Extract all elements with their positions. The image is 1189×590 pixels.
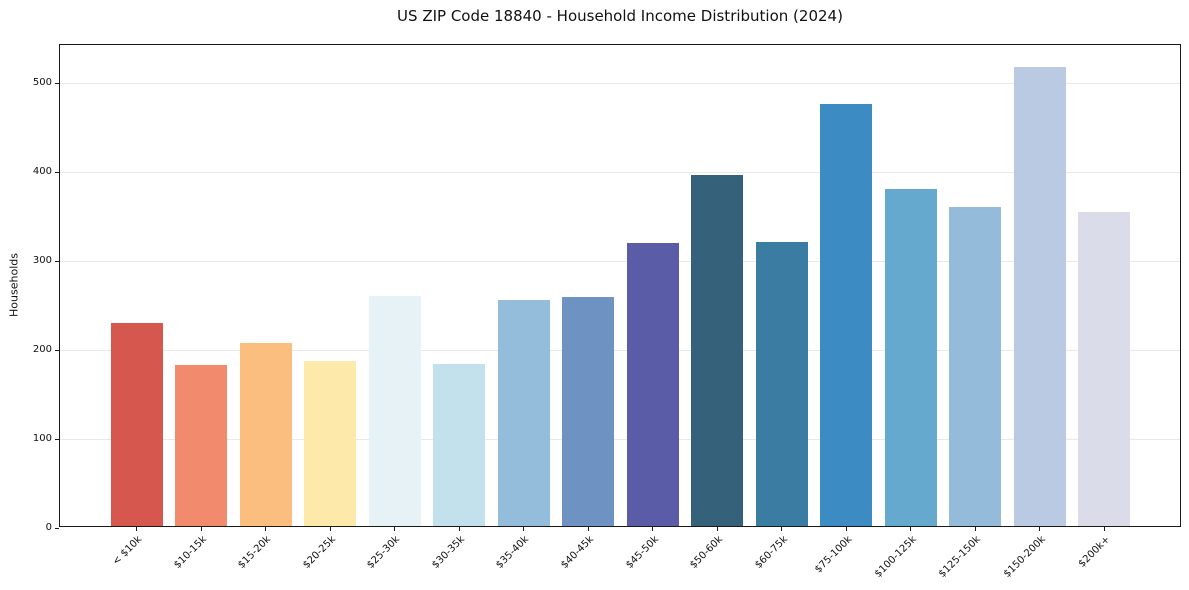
x-tick-label-12: $75-100k [812, 534, 855, 576]
y-tick-mark-500 [55, 82, 59, 84]
x-tick-label-13: $100-125k [872, 534, 919, 580]
y-tick-label-300: 300 [32, 255, 52, 267]
x-tick-label-10: $50-60k [688, 534, 726, 571]
x-tick-mark-10 [716, 527, 718, 531]
x-tick-mark-16 [1103, 527, 1105, 531]
x-tick-label-4: $20-25k [300, 534, 338, 571]
gridline-y-100 [60, 438, 1180, 440]
bar-5 [368, 296, 421, 526]
x-tick-label-7: $35-40k [494, 534, 532, 571]
x-tick-label-5: $25-30k [365, 534, 403, 571]
x-tick-mark-11 [781, 527, 783, 531]
bar-12 [820, 104, 873, 526]
x-tick-label-3: $15-20k [236, 534, 274, 571]
x-tick-label-1: < $10k [110, 534, 145, 568]
x-tick-mark-4 [329, 527, 331, 531]
x-tick-mark-15 [1039, 527, 1041, 531]
y-tick-mark-100 [55, 438, 59, 440]
bar-7 [497, 300, 550, 526]
x-tick-mark-6 [458, 527, 460, 531]
y-tick-label-200: 200 [32, 344, 52, 356]
chart-title: US ZIP Code 18840 - Household Income Dis… [397, 7, 843, 25]
x-tick-mark-3 [265, 527, 267, 531]
bar-10 [691, 175, 744, 526]
bar-2 [175, 365, 228, 526]
plot-area: 0 100 200 300 400 500 < $10k $10-15k $15-20k $20-… [33, 44, 1181, 580]
bar-13 [884, 189, 937, 526]
bar-15 [1013, 67, 1066, 526]
x-tick-mark-12 [845, 527, 847, 531]
y-tick-label-400: 400 [32, 166, 52, 178]
bar-4 [304, 361, 357, 526]
bar-3 [239, 343, 292, 526]
y-tick-mark-200 [55, 349, 59, 351]
x-tick-mark-14 [974, 527, 976, 531]
gridline-y-400 [60, 171, 1180, 173]
x-tick-label-11: $60-75k [752, 534, 790, 571]
bar-8 [562, 297, 615, 526]
bar-16 [1078, 212, 1131, 526]
x-tick-label-16: $200k+ [1076, 534, 1113, 570]
x-tick-label-2: $10-15k [171, 534, 209, 571]
y-tick-label-100: 100 [32, 433, 52, 445]
bar-1 [110, 323, 163, 526]
y-tick-mark-0 [55, 527, 59, 529]
x-tick-mark-8 [587, 527, 589, 531]
bar-6 [433, 364, 486, 526]
y-tick-mark-300 [55, 260, 59, 262]
y-axis-label: Households [7, 253, 21, 317]
bar-9 [626, 243, 679, 526]
x-tick-label-8: $40-45k [559, 534, 596, 571]
x-tick-mark-9 [652, 527, 654, 531]
x-tick-mark-13 [910, 527, 912, 531]
x-tick-mark-5 [394, 527, 396, 531]
x-tick-label-9: $45-50k [623, 534, 661, 571]
x-tick-mark-1 [136, 527, 137, 531]
bar-14 [949, 207, 1002, 526]
bar-11 [755, 242, 808, 526]
x-tick-label-6: $30-35k [430, 534, 467, 571]
gridline-y-300 [60, 260, 1180, 262]
gridline-y-500 [60, 82, 1180, 84]
x-tick-label-14: $125-150k [937, 534, 984, 580]
gridline-y-200 [60, 349, 1180, 351]
x-tick-mark-7 [523, 527, 525, 531]
x-tick-label-15: $150-200k [1001, 534, 1048, 580]
x-tick-mark-2 [200, 527, 202, 531]
y-tick-label-500: 500 [32, 77, 52, 89]
y-tick-mark-400 [55, 171, 59, 173]
y-tick-label-0: 0 [45, 522, 52, 533]
